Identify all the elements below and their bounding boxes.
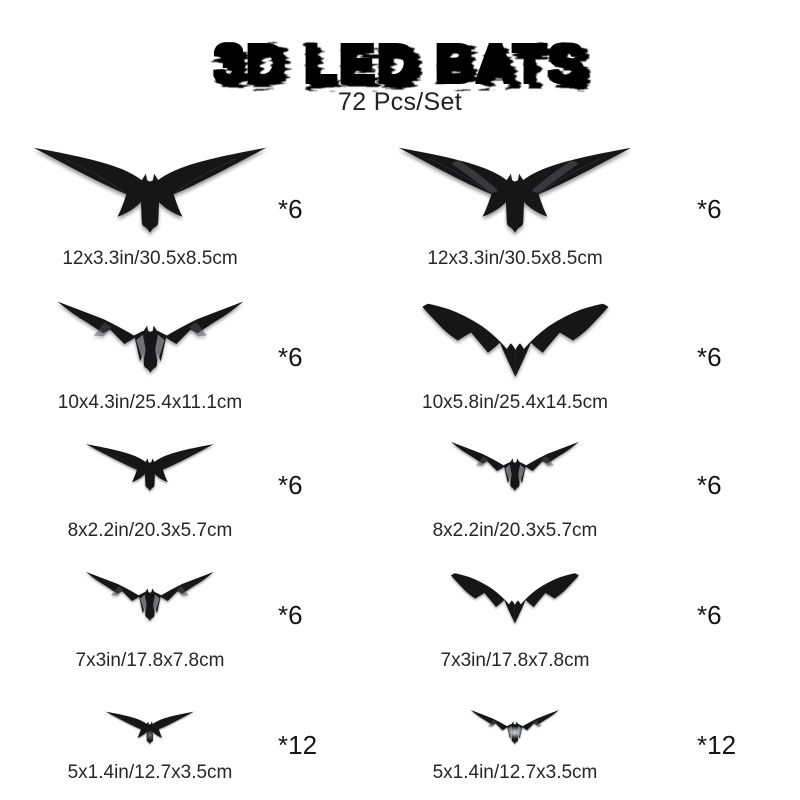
svg-text:3D LED BATS: 3D LED BATS [214,34,586,94]
